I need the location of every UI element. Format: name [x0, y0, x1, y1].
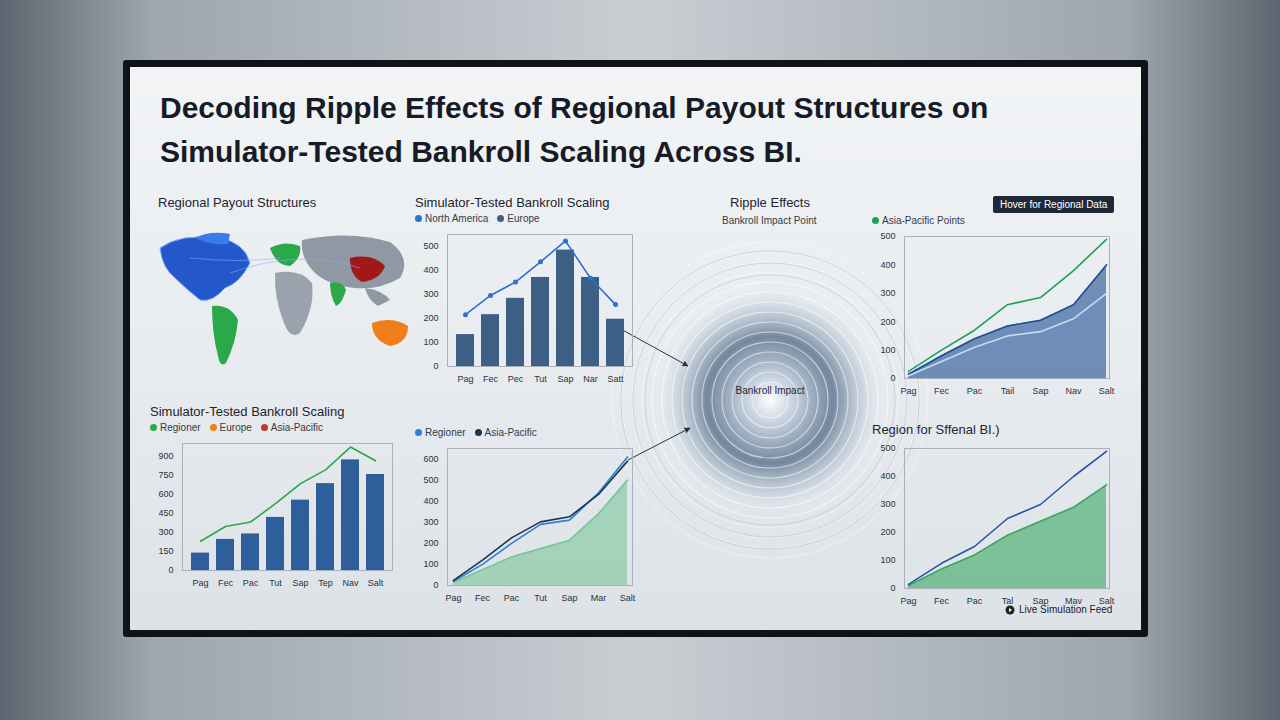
- svg-text:300: 300: [880, 288, 895, 298]
- svg-text:Fec: Fec: [934, 596, 950, 606]
- svg-text:Pag: Pag: [900, 386, 916, 396]
- svg-text:Salt: Salt: [1099, 596, 1115, 606]
- svg-text:Pac: Pac: [967, 386, 983, 396]
- svg-text:Nar: Nar: [583, 374, 598, 384]
- svg-text:300: 300: [423, 517, 438, 527]
- svg-text:Mav: Mav: [1065, 596, 1083, 606]
- svg-text:Pag: Pag: [457, 374, 473, 384]
- svg-text:600: 600: [423, 454, 438, 464]
- svg-text:Salt: Salt: [1099, 386, 1115, 396]
- html-text:Asia-Pacific: Asia-Pacific: [270, 422, 324, 433]
- html-text:Simulator-Tested Bankroll Scal: Simulator-Tested Bankroll Scaling: [415, 195, 610, 210]
- svg-text:300: 300: [423, 289, 438, 299]
- svg-text:0: 0: [433, 580, 438, 590]
- svg-text:900: 900: [158, 451, 173, 461]
- svg-text:0: 0: [890, 583, 895, 593]
- svg-text:Nav: Nav: [342, 578, 359, 588]
- svg-text:500: 500: [423, 241, 438, 251]
- svg-text:Satt: Satt: [607, 374, 624, 384]
- svg-text:Sap: Sap: [1032, 386, 1048, 396]
- svg-text:Fec: Fec: [218, 578, 234, 588]
- html-text:Europe: Europe: [507, 213, 540, 224]
- svg-text:Pag: Pag: [445, 593, 461, 603]
- svg-text:400: 400: [423, 496, 438, 506]
- html-text:Regioner: Regioner: [160, 422, 201, 433]
- svg-text:300: 300: [158, 527, 173, 537]
- html-text:Bankroll Impact: Bankroll Impact: [735, 385, 805, 396]
- html-text:Regional Payout Structures: Regional Payout Structures: [158, 195, 317, 210]
- svg-text:Tail: Tail: [1001, 386, 1015, 396]
- svg-text:400: 400: [880, 260, 895, 270]
- svg-text:Pec: Pec: [508, 374, 524, 384]
- svg-text:Tal: Tal: [1002, 596, 1014, 606]
- svg-text:0: 0: [433, 361, 438, 371]
- svg-text:500: 500: [880, 231, 895, 241]
- svg-text:Fec: Fec: [934, 386, 950, 396]
- html-text:Region for Sffenal BI.): Region for Sffenal BI.): [872, 422, 1000, 437]
- svg-text:Sap: Sap: [1032, 596, 1048, 606]
- html-text:Hover for Regional Data: Hover for Regional Data: [1000, 199, 1108, 210]
- svg-text:Tep: Tep: [318, 578, 333, 588]
- svg-text:400: 400: [423, 265, 438, 275]
- html-text:Ripple Effects: Ripple Effects: [730, 195, 810, 210]
- svg-text:Tut: Tut: [534, 593, 547, 603]
- svg-text:300: 300: [880, 499, 895, 509]
- svg-text:200: 200: [423, 538, 438, 548]
- svg-text:Salt: Salt: [368, 578, 384, 588]
- svg-text:Nav: Nav: [1065, 386, 1082, 396]
- svg-text:Sap: Sap: [292, 578, 308, 588]
- svg-text:0: 0: [168, 565, 173, 575]
- svg-text:Salt: Salt: [620, 593, 636, 603]
- svg-text:150: 150: [158, 546, 173, 556]
- html-text:Simulator-Tested Bankroll Scal: Simulator-Tested Bankroll Scaling: [150, 404, 345, 419]
- svg-text:Pac: Pac: [243, 578, 259, 588]
- svg-text:Sap: Sap: [561, 593, 577, 603]
- html-text:Decoding Ripple Effects of Reg: Decoding Ripple Effects of Regional Payo…: [160, 91, 989, 168]
- svg-text:Pac: Pac: [504, 593, 520, 603]
- svg-text:Pag: Pag: [192, 578, 208, 588]
- svg-text:450: 450: [158, 508, 173, 518]
- svg-text:Tut: Tut: [534, 374, 547, 384]
- svg-text:400: 400: [880, 471, 895, 481]
- svg-text:Pag: Pag: [900, 596, 916, 606]
- svg-text:100: 100: [880, 345, 895, 355]
- svg-text:0: 0: [890, 373, 895, 383]
- svg-text:100: 100: [880, 555, 895, 565]
- html-text:Asia-Pacific Points: Asia-Pacific Points: [882, 215, 965, 226]
- svg-text:200: 200: [880, 317, 895, 327]
- svg-text:Sap: Sap: [557, 374, 573, 384]
- html-text:Regioner: Regioner: [425, 427, 466, 438]
- html-text:North America: North America: [425, 213, 489, 224]
- svg-text:Fec: Fec: [483, 374, 499, 384]
- svg-text:Fec: Fec: [475, 593, 491, 603]
- svg-text:Mar: Mar: [591, 593, 607, 603]
- svg-text:200: 200: [880, 527, 895, 537]
- svg-text:100: 100: [423, 559, 438, 569]
- svg-text:100: 100: [423, 337, 438, 347]
- svg-text:Pac: Pac: [967, 596, 983, 606]
- html-text:Bankroll Impact Point: Bankroll Impact Point: [722, 215, 817, 226]
- svg-text:200: 200: [423, 313, 438, 323]
- svg-text:750: 750: [158, 470, 173, 480]
- html-text:Asia-Pacific: Asia-Pacific: [484, 427, 537, 438]
- svg-text:Tut: Tut: [269, 578, 282, 588]
- svg-text:500: 500: [423, 475, 438, 485]
- html-text:Live Simulation Feed: Live Simulation Feed: [1019, 604, 1113, 615]
- svg-text:600: 600: [158, 489, 173, 499]
- svg-text:500: 500: [880, 443, 895, 453]
- html-text:Europe: Europe: [219, 422, 252, 433]
